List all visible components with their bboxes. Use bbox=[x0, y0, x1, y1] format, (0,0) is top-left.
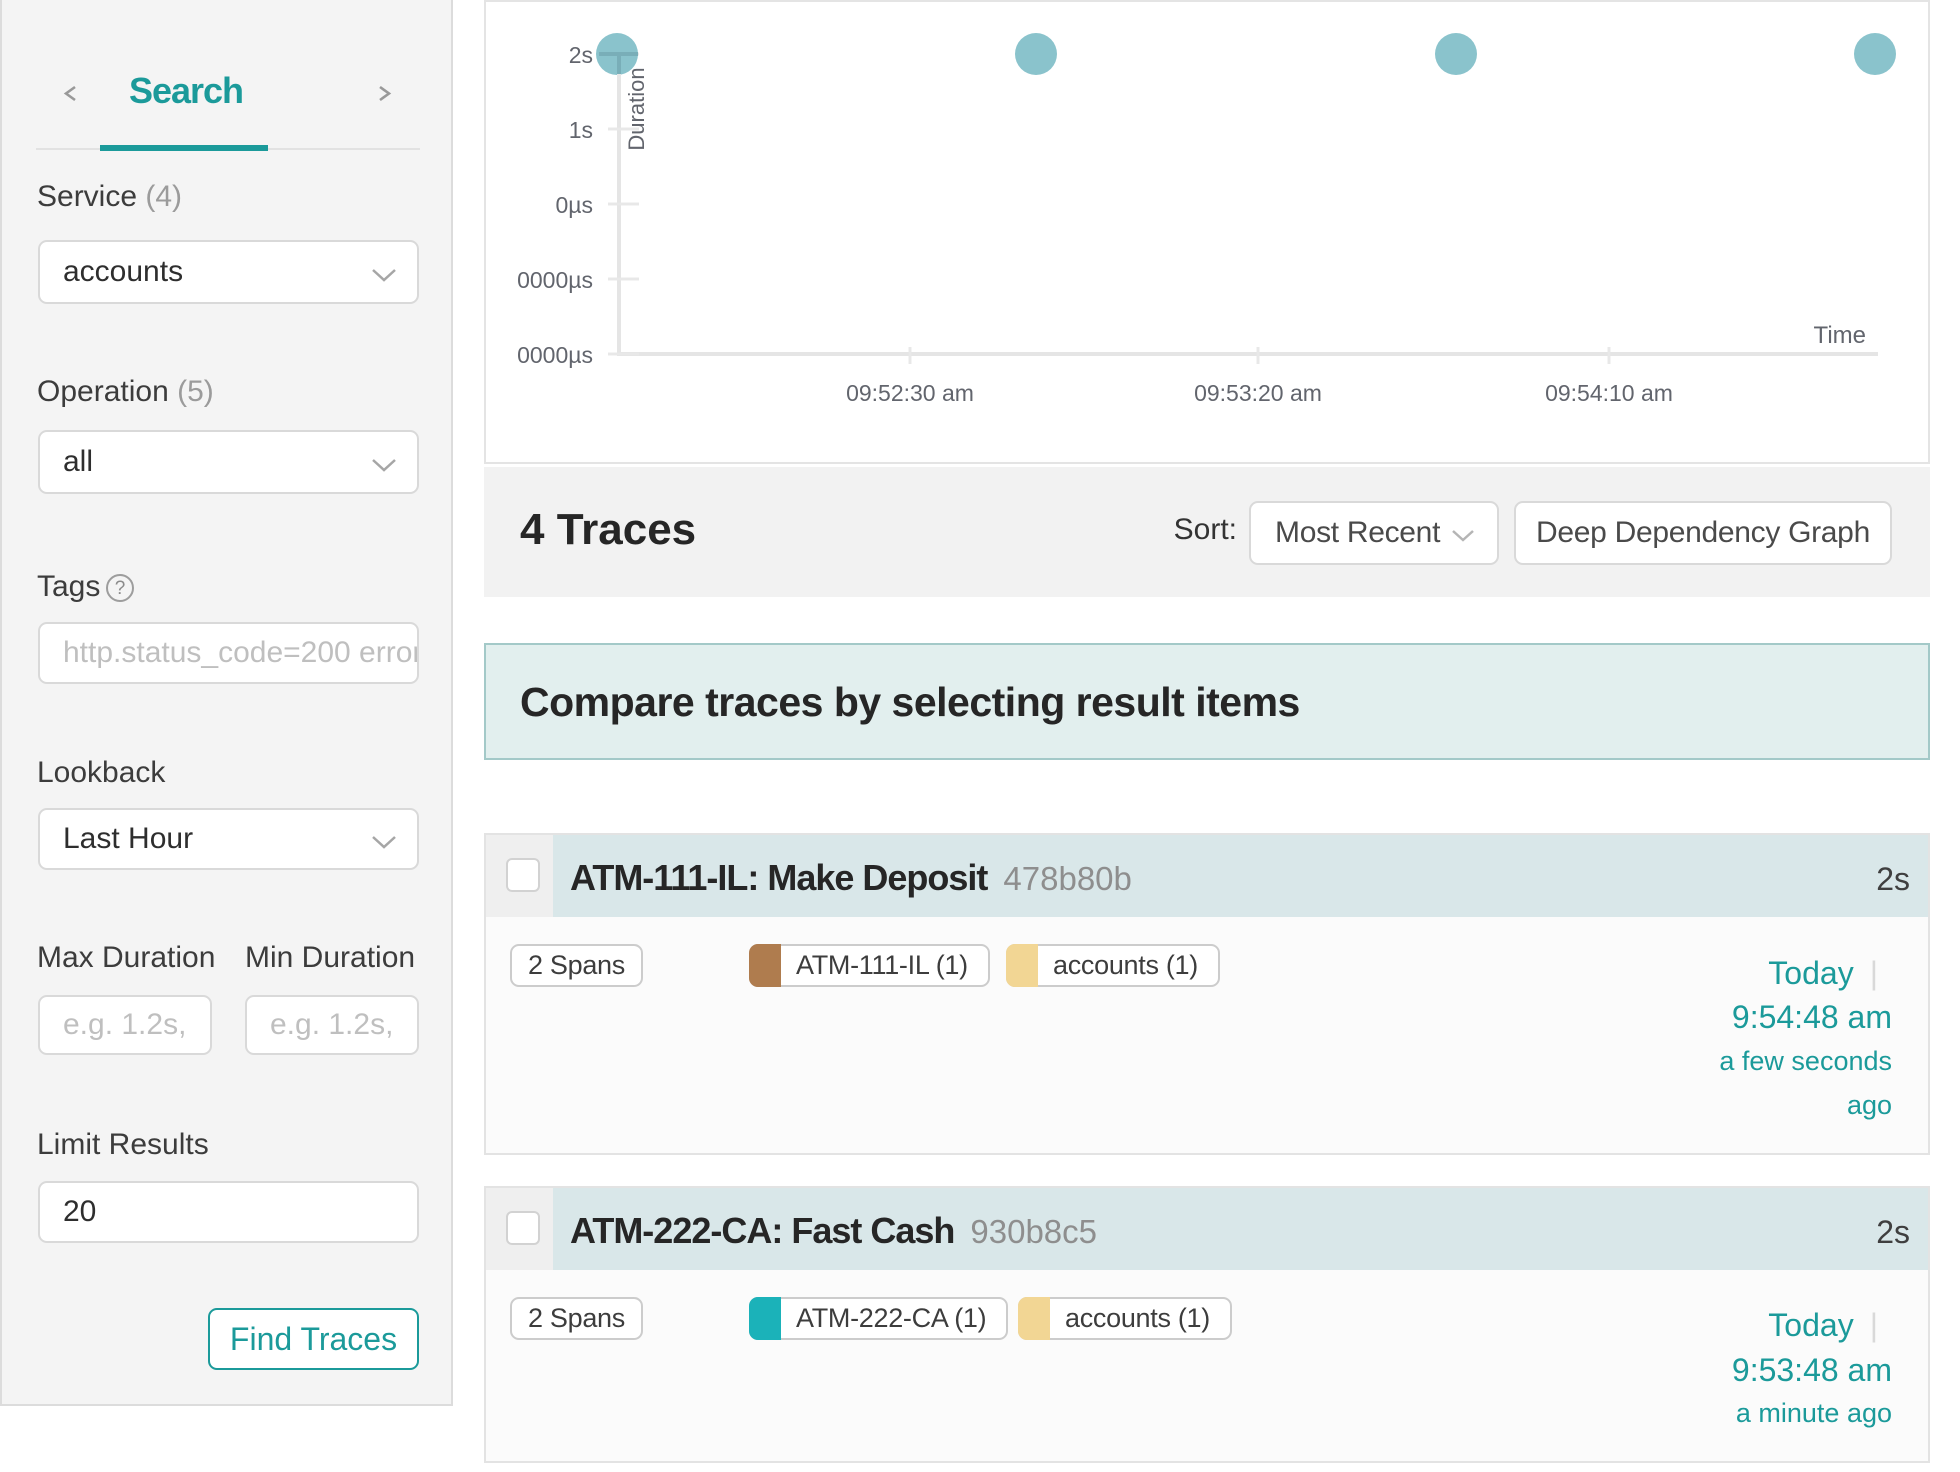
svg-text:2s: 2s bbox=[569, 42, 593, 68]
svg-text:1s: 1s bbox=[569, 117, 593, 143]
svg-text:09:52:30 am: 09:52:30 am bbox=[846, 380, 974, 406]
svg-text:Duration: Duration bbox=[624, 67, 649, 150]
svg-text:Time: Time bbox=[1814, 322, 1866, 349]
svg-text:0µs: 0µs bbox=[555, 192, 593, 218]
svg-text:09:53:20 am: 09:53:20 am bbox=[1194, 380, 1322, 406]
svg-text:09:54:10 am: 09:54:10 am bbox=[1545, 380, 1673, 406]
svg-text:0000µs: 0000µs bbox=[517, 342, 593, 368]
svg-text:0000µs: 0000µs bbox=[517, 267, 593, 293]
